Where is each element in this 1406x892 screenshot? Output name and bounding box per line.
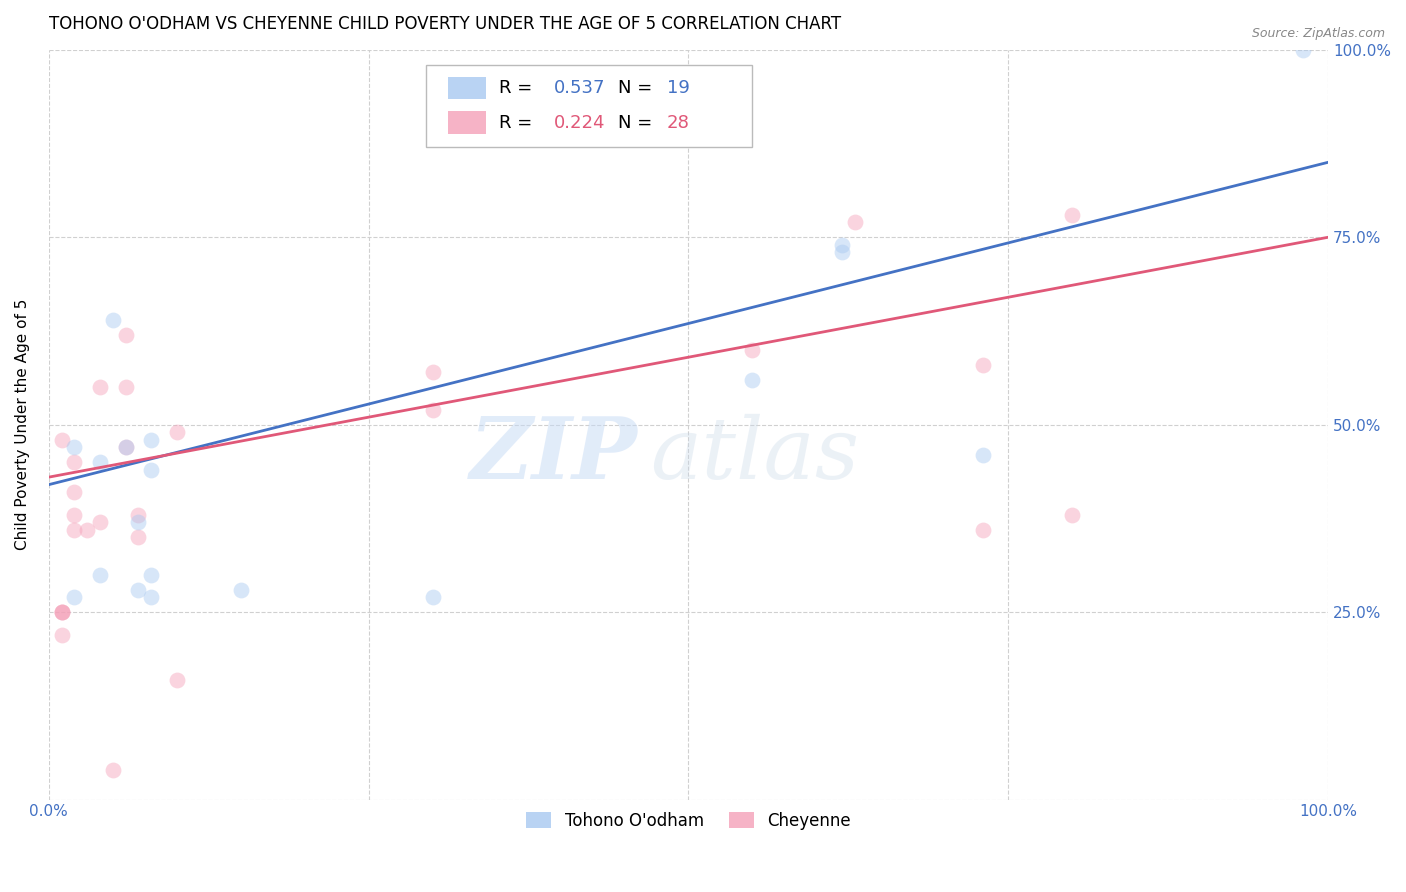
- FancyBboxPatch shape: [449, 112, 486, 134]
- Text: 0.537: 0.537: [554, 79, 606, 97]
- Point: [1291, 43, 1313, 57]
- Point: [229, 582, 252, 597]
- Point: [1062, 208, 1084, 222]
- Point: [63, 508, 86, 522]
- FancyBboxPatch shape: [449, 77, 486, 99]
- Text: 28: 28: [666, 113, 689, 131]
- Text: TOHONO O'ODHAM VS CHEYENNE CHILD POVERTY UNDER THE AGE OF 5 CORRELATION CHART: TOHONO O'ODHAM VS CHEYENNE CHILD POVERTY…: [49, 15, 841, 33]
- Text: ZIP: ZIP: [470, 413, 637, 497]
- Point: [972, 523, 994, 537]
- Point: [89, 515, 111, 529]
- Text: Source: ZipAtlas.com: Source: ZipAtlas.com: [1251, 27, 1385, 40]
- Point: [114, 440, 136, 454]
- Point: [422, 402, 444, 417]
- Point: [741, 343, 763, 357]
- Text: R =: R =: [499, 113, 538, 131]
- Point: [101, 763, 124, 777]
- Point: [127, 582, 149, 597]
- Point: [127, 530, 149, 544]
- Point: [166, 425, 188, 440]
- Point: [139, 463, 162, 477]
- Point: [63, 440, 86, 454]
- Point: [114, 327, 136, 342]
- Point: [114, 380, 136, 394]
- Point: [972, 448, 994, 462]
- Text: N =: N =: [619, 79, 658, 97]
- Point: [101, 312, 124, 326]
- Point: [76, 523, 98, 537]
- Text: R =: R =: [499, 79, 538, 97]
- Point: [51, 627, 73, 641]
- Point: [63, 485, 86, 500]
- Point: [741, 373, 763, 387]
- Y-axis label: Child Poverty Under the Age of 5: Child Poverty Under the Age of 5: [15, 299, 30, 550]
- Point: [972, 358, 994, 372]
- Point: [63, 523, 86, 537]
- Point: [127, 508, 149, 522]
- Text: 0.224: 0.224: [554, 113, 606, 131]
- Point: [139, 590, 162, 604]
- Point: [114, 440, 136, 454]
- Point: [89, 380, 111, 394]
- Point: [89, 567, 111, 582]
- Point: [166, 673, 188, 687]
- Point: [51, 433, 73, 447]
- Point: [63, 455, 86, 469]
- Text: N =: N =: [619, 113, 658, 131]
- Point: [1062, 508, 1084, 522]
- Point: [844, 215, 866, 229]
- FancyBboxPatch shape: [426, 65, 752, 147]
- Point: [51, 605, 73, 619]
- Point: [51, 605, 73, 619]
- Point: [831, 245, 853, 260]
- Point: [139, 433, 162, 447]
- Point: [831, 237, 853, 252]
- Text: 19: 19: [666, 79, 689, 97]
- Point: [127, 515, 149, 529]
- Point: [422, 590, 444, 604]
- Point: [422, 365, 444, 379]
- Point: [51, 605, 73, 619]
- Point: [139, 567, 162, 582]
- Text: atlas: atlas: [650, 413, 859, 496]
- Legend: Tohono O'odham, Cheyenne: Tohono O'odham, Cheyenne: [520, 805, 858, 836]
- Point: [63, 590, 86, 604]
- Point: [89, 455, 111, 469]
